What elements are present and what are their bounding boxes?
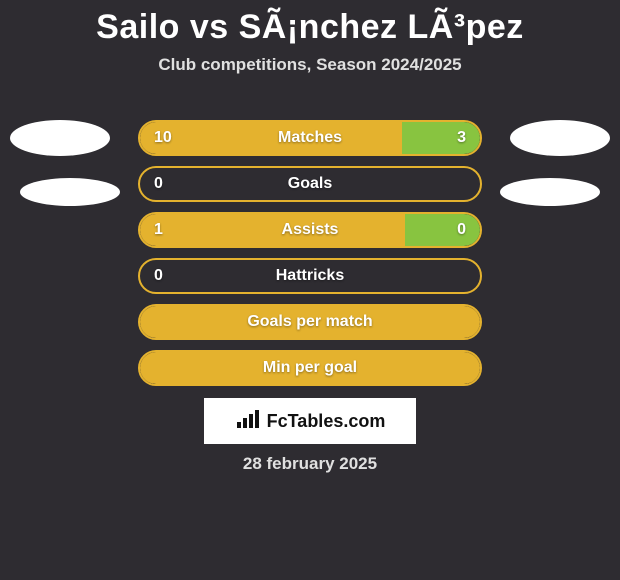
stat-bar: Goals0 (138, 166, 482, 202)
bar-label: Matches (140, 122, 480, 154)
player2-logo-1 (510, 120, 610, 156)
brand-text: FcTables.com (267, 411, 386, 432)
stat-bar: Matches10 3 (138, 120, 482, 156)
page-title: Sailo vs SÃ¡nchez LÃ³pez (0, 0, 620, 47)
bar-value-left: 1 (154, 214, 163, 246)
bar-label: Hattricks (140, 260, 480, 292)
comparison-bars: Matches103Goals0Assists10Hattricks0Goals… (138, 120, 482, 396)
player1-logo-2 (20, 178, 120, 206)
bar-label: Goals (140, 168, 480, 200)
date-label: 28 february 2025 (0, 454, 620, 474)
bar-value-right: 0 (457, 214, 466, 246)
stat-bar: Hattricks0 (138, 258, 482, 294)
brand-box: FcTables.com (204, 398, 416, 444)
bar-value-left: 0 (154, 168, 163, 200)
bar-value-left: 10 (154, 122, 172, 154)
player1-logo-1 (10, 120, 110, 156)
stat-bar: Goals per match (138, 304, 482, 340)
brand-icon (235, 408, 261, 435)
bar-value-left: 0 (154, 260, 163, 292)
bar-value-right: 3 (457, 122, 466, 154)
stat-bar: Min per goal (138, 350, 482, 386)
subtitle: Club competitions, Season 2024/2025 (0, 55, 620, 75)
bar-label: Assists (140, 214, 480, 246)
player2-logo-2 (500, 178, 600, 206)
bar-label: Goals per match (140, 306, 480, 338)
bar-label: Min per goal (140, 352, 480, 384)
stat-bar: Assists1 0 (138, 212, 482, 248)
